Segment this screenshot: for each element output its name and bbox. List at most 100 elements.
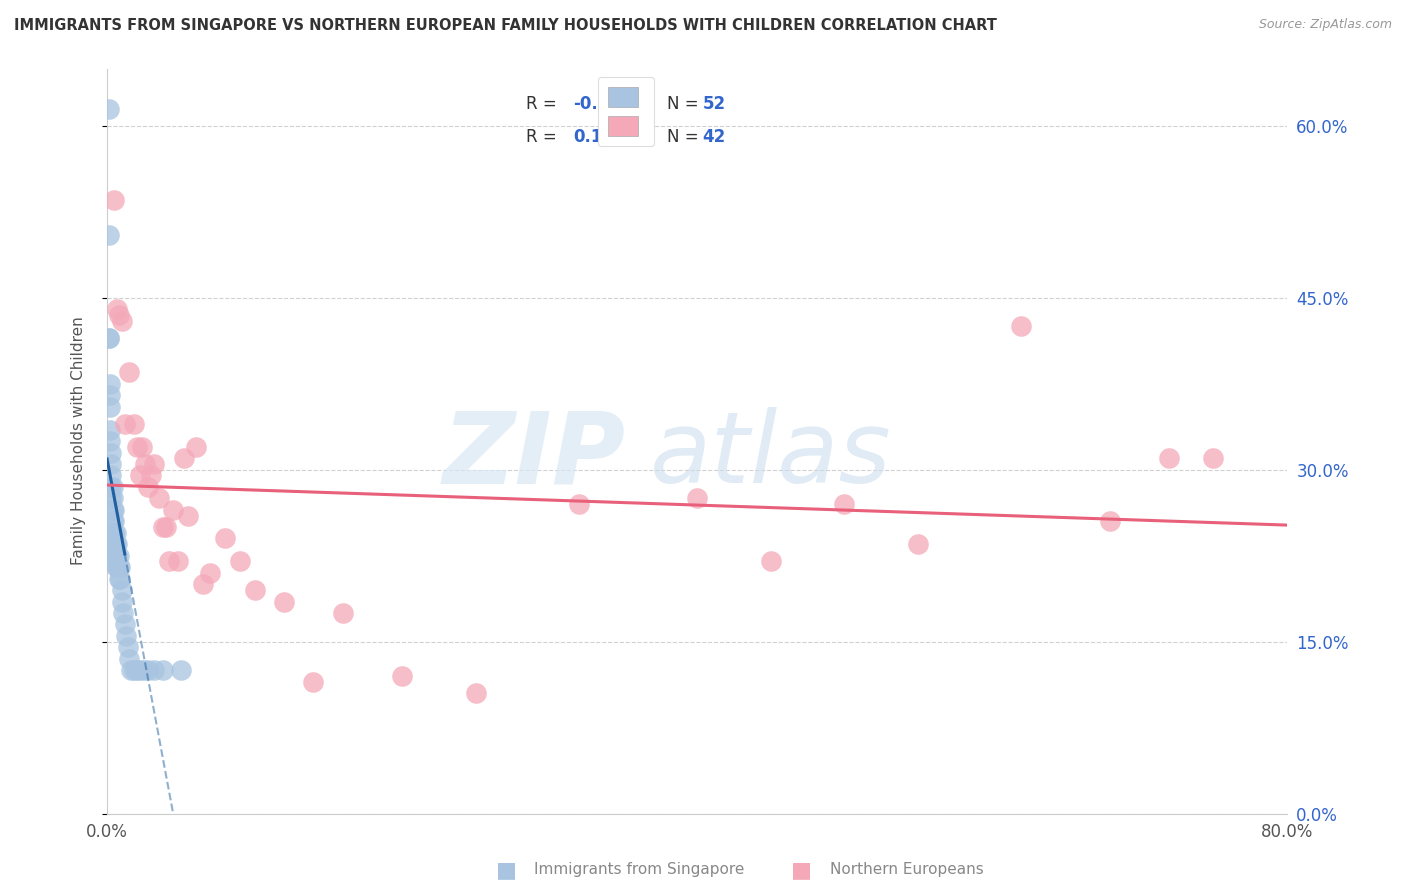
Text: N =: N = [668, 95, 704, 112]
Point [117, 640, 139, 655]
Point [148, 491, 170, 506]
Point [108, 560, 131, 574]
Point [1202, 451, 1225, 466]
Point [100, 491, 122, 506]
Point [302, 674, 325, 689]
Point [332, 606, 354, 620]
Text: -0.465: -0.465 [574, 95, 633, 112]
Point [122, 663, 145, 677]
Point [100, 457, 122, 471]
Point [103, 549, 125, 563]
Point [111, 314, 134, 328]
Point [131, 440, 153, 454]
Text: N =: N = [668, 128, 704, 146]
Point [98, 376, 121, 391]
Point [128, 468, 150, 483]
Point [155, 520, 177, 534]
Point [97, 102, 120, 116]
Y-axis label: Family Households with Children: Family Households with Children [72, 317, 86, 566]
Point [97, 331, 120, 345]
Text: atlas: atlas [650, 408, 891, 505]
Point [191, 577, 214, 591]
Point [157, 554, 180, 568]
Point [138, 663, 160, 677]
Point [125, 440, 148, 454]
Point [125, 663, 148, 677]
Point [391, 669, 413, 683]
Point [108, 549, 131, 563]
Point [105, 302, 128, 317]
Point [101, 503, 124, 517]
Point [101, 525, 124, 540]
Point [103, 525, 125, 540]
Point [110, 560, 132, 574]
Legend: , : , [598, 77, 654, 146]
Point [104, 537, 127, 551]
Point [832, 497, 855, 511]
Text: ZIP: ZIP [443, 408, 626, 505]
Point [97, 227, 120, 242]
Point [568, 497, 591, 511]
Point [122, 417, 145, 431]
Text: Immigrants from Singapore: Immigrants from Singapore [534, 863, 745, 877]
Point [105, 537, 128, 551]
Point [104, 549, 127, 563]
Point [114, 617, 136, 632]
Point [1157, 451, 1180, 466]
Point [214, 532, 236, 546]
Point [143, 663, 166, 677]
Point [108, 308, 131, 322]
Point [173, 451, 195, 466]
Point [128, 663, 150, 677]
Point [152, 520, 174, 534]
Point [162, 503, 184, 517]
Point [759, 554, 782, 568]
Point [103, 514, 125, 528]
Point [111, 594, 134, 608]
Point [98, 434, 121, 448]
Point [166, 554, 188, 568]
Point [229, 554, 252, 568]
Point [141, 468, 163, 483]
Text: ■: ■ [496, 860, 516, 880]
Text: ■: ■ [792, 860, 811, 880]
Point [98, 388, 121, 402]
Point [114, 417, 136, 431]
Text: R =: R = [526, 95, 562, 112]
Point [273, 594, 295, 608]
Point [104, 560, 127, 574]
Point [98, 423, 121, 437]
Point [170, 663, 193, 677]
Point [134, 457, 156, 471]
Point [104, 525, 127, 540]
Point [177, 508, 200, 523]
Point [105, 549, 128, 563]
Point [243, 583, 266, 598]
Text: 0.104: 0.104 [574, 128, 626, 146]
Point [464, 686, 486, 700]
Point [110, 572, 132, 586]
Point [686, 491, 709, 506]
Point [105, 560, 128, 574]
Text: 52: 52 [703, 95, 725, 112]
Point [143, 457, 166, 471]
Point [101, 514, 124, 528]
Point [103, 537, 125, 551]
Point [108, 572, 131, 586]
Point [112, 606, 135, 620]
Point [101, 491, 124, 506]
Point [200, 566, 222, 580]
Point [118, 365, 141, 379]
Point [152, 663, 174, 677]
Point [100, 468, 122, 483]
Point [120, 663, 142, 677]
Point [98, 400, 121, 414]
Text: IMMIGRANTS FROM SINGAPORE VS NORTHERN EUROPEAN FAMILY HOUSEHOLDS WITH CHILDREN C: IMMIGRANTS FROM SINGAPORE VS NORTHERN EU… [14, 18, 997, 33]
Point [115, 629, 138, 643]
Point [97, 331, 120, 345]
Point [111, 583, 134, 598]
Point [132, 663, 155, 677]
Text: Source: ZipAtlas.com: Source: ZipAtlas.com [1258, 18, 1392, 31]
Point [138, 480, 160, 494]
Text: R =: R = [526, 128, 562, 146]
